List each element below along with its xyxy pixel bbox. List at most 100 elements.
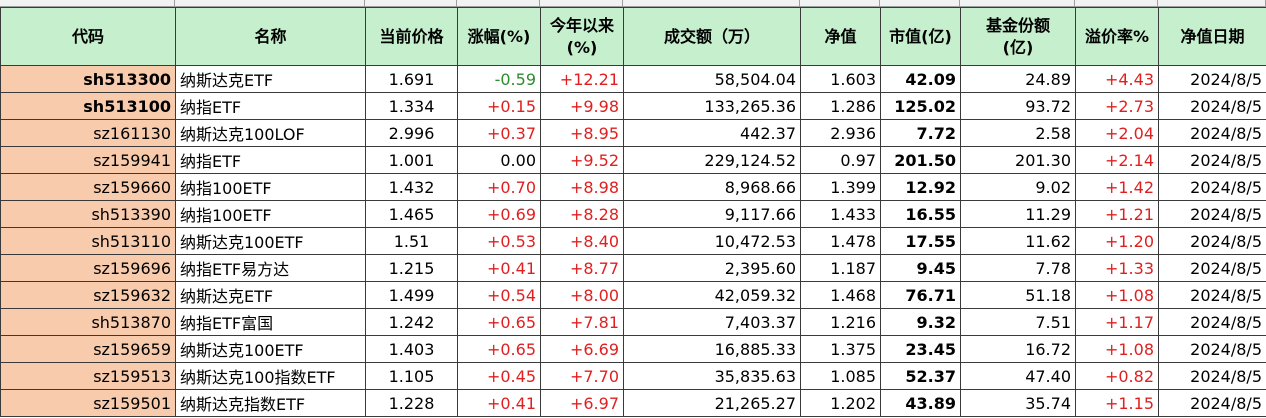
cell-change[interactable]: +0.65 bbox=[457, 335, 541, 363]
cell-market-cap[interactable]: 76.71 bbox=[880, 281, 961, 309]
cell-name[interactable]: 纳指ETF富国 bbox=[175, 308, 366, 336]
cell-nav[interactable]: 1.433 bbox=[800, 200, 881, 228]
cell-name[interactable]: 纳指100ETF bbox=[175, 173, 366, 201]
cell-nav-date[interactable]: 2024/8/5 bbox=[1158, 308, 1266, 336]
cell-code[interactable]: sh513300 bbox=[0, 65, 176, 93]
cell-premium[interactable]: +2.73 bbox=[1075, 92, 1159, 120]
cell-nav[interactable]: 1.202 bbox=[800, 389, 881, 417]
cell-price[interactable]: 1.403 bbox=[365, 335, 458, 363]
cell-premium[interactable]: +1.08 bbox=[1075, 335, 1159, 363]
cell-turnover[interactable]: 133,265.36 bbox=[623, 92, 801, 120]
cell-nav-date[interactable]: 2024/8/5 bbox=[1158, 146, 1266, 174]
cell-nav[interactable]: 1.216 bbox=[800, 308, 881, 336]
cell-price[interactable]: 1.499 bbox=[365, 281, 458, 309]
cell-code[interactable]: sh513110 bbox=[0, 227, 176, 255]
cell-turnover[interactable]: 16,885.33 bbox=[623, 335, 801, 363]
cell-shares[interactable]: 9.02 bbox=[960, 173, 1076, 201]
cell-market-cap[interactable]: 23.45 bbox=[880, 335, 961, 363]
cell-ytd[interactable]: +8.28 bbox=[540, 200, 624, 228]
cell-code[interactable]: sh513870 bbox=[0, 308, 176, 336]
cell-name[interactable]: 纳斯达克100ETF bbox=[175, 227, 366, 255]
header-change[interactable]: 涨幅(%) bbox=[457, 7, 541, 66]
cell-market-cap[interactable]: 9.32 bbox=[880, 308, 961, 336]
cell-nav-date[interactable]: 2024/8/5 bbox=[1158, 173, 1266, 201]
cell-code[interactable]: sz159501 bbox=[0, 389, 176, 417]
cell-change[interactable]: 0.00 bbox=[457, 146, 541, 174]
cell-ytd[interactable]: +6.69 bbox=[540, 335, 624, 363]
cell-change[interactable]: +0.69 bbox=[457, 200, 541, 228]
cell-nav-date[interactable]: 2024/8/5 bbox=[1158, 254, 1266, 282]
cell-shares[interactable]: 47.40 bbox=[960, 362, 1076, 390]
cell-nav[interactable]: 1.603 bbox=[800, 65, 881, 93]
cell-turnover[interactable]: 42,059.32 bbox=[623, 281, 801, 309]
cell-price[interactable]: 1.334 bbox=[365, 92, 458, 120]
cell-premium[interactable]: +1.21 bbox=[1075, 200, 1159, 228]
cell-ytd[interactable]: +9.98 bbox=[540, 92, 624, 120]
cell-shares[interactable]: 93.72 bbox=[960, 92, 1076, 120]
header-shares[interactable]: 基金份额 (亿) bbox=[960, 7, 1076, 66]
cell-code[interactable]: sz159660 bbox=[0, 173, 176, 201]
cell-nav[interactable]: 1.375 bbox=[800, 335, 881, 363]
cell-market-cap[interactable]: 125.02 bbox=[880, 92, 961, 120]
cell-premium[interactable]: +1.17 bbox=[1075, 308, 1159, 336]
cell-ytd[interactable]: +6.97 bbox=[540, 389, 624, 417]
cell-shares[interactable]: 51.18 bbox=[960, 281, 1076, 309]
cell-nav[interactable]: 0.97 bbox=[800, 146, 881, 174]
cell-name[interactable]: 纳斯达克ETF bbox=[175, 65, 366, 93]
cell-change[interactable]: +0.54 bbox=[457, 281, 541, 309]
cell-nav-date[interactable]: 2024/8/5 bbox=[1158, 281, 1266, 309]
cell-shares[interactable]: 2.58 bbox=[960, 119, 1076, 147]
cell-name[interactable]: 纳斯达克100ETF bbox=[175, 335, 366, 363]
cell-shares[interactable]: 11.62 bbox=[960, 227, 1076, 255]
cell-market-cap[interactable]: 201.50 bbox=[880, 146, 961, 174]
cell-name[interactable]: 纳斯达克100指数ETF bbox=[175, 362, 366, 390]
cell-shares[interactable]: 11.29 bbox=[960, 200, 1076, 228]
cell-change[interactable]: +0.41 bbox=[457, 254, 541, 282]
cell-nav[interactable]: 2.936 bbox=[800, 119, 881, 147]
cell-premium[interactable]: +1.15 bbox=[1075, 389, 1159, 417]
header-market-cap[interactable]: 市值(亿) bbox=[880, 7, 961, 66]
cell-ytd[interactable]: +8.77 bbox=[540, 254, 624, 282]
cell-premium[interactable]: +1.08 bbox=[1075, 281, 1159, 309]
cell-turnover[interactable]: 10,472.53 bbox=[623, 227, 801, 255]
cell-premium[interactable]: +2.14 bbox=[1075, 146, 1159, 174]
cell-change[interactable]: -0.59 bbox=[457, 65, 541, 93]
cell-code[interactable]: sz159513 bbox=[0, 362, 176, 390]
cell-nav-date[interactable]: 2024/8/5 bbox=[1158, 389, 1266, 417]
cell-change[interactable]: +0.53 bbox=[457, 227, 541, 255]
cell-nav[interactable]: 1.478 bbox=[800, 227, 881, 255]
cell-nav[interactable]: 1.286 bbox=[800, 92, 881, 120]
cell-name[interactable]: 纳指ETF bbox=[175, 146, 366, 174]
cell-nav-date[interactable]: 2024/8/5 bbox=[1158, 65, 1266, 93]
cell-change[interactable]: +0.37 bbox=[457, 119, 541, 147]
cell-code[interactable]: sz159632 bbox=[0, 281, 176, 309]
cell-shares[interactable]: 35.74 bbox=[960, 389, 1076, 417]
cell-turnover[interactable]: 7,403.37 bbox=[623, 308, 801, 336]
cell-price[interactable]: 1.691 bbox=[365, 65, 458, 93]
cell-ytd[interactable]: +8.98 bbox=[540, 173, 624, 201]
cell-premium[interactable]: +1.42 bbox=[1075, 173, 1159, 201]
cell-nav[interactable]: 1.085 bbox=[800, 362, 881, 390]
cell-nav-date[interactable]: 2024/8/5 bbox=[1158, 227, 1266, 255]
header-price[interactable]: 当前价格 bbox=[365, 7, 458, 66]
cell-price[interactable]: 1.465 bbox=[365, 200, 458, 228]
cell-ytd[interactable]: +7.81 bbox=[540, 308, 624, 336]
cell-market-cap[interactable]: 12.92 bbox=[880, 173, 961, 201]
cell-premium[interactable]: +2.04 bbox=[1075, 119, 1159, 147]
cell-premium[interactable]: +1.20 bbox=[1075, 227, 1159, 255]
cell-price[interactable]: 2.996 bbox=[365, 119, 458, 147]
cell-ytd[interactable]: +12.21 bbox=[540, 65, 624, 93]
cell-turnover[interactable]: 2,395.60 bbox=[623, 254, 801, 282]
header-code[interactable]: 代码 bbox=[0, 7, 176, 66]
cell-shares[interactable]: 16.72 bbox=[960, 335, 1076, 363]
cell-nav-date[interactable]: 2024/8/5 bbox=[1158, 200, 1266, 228]
cell-turnover[interactable]: 21,265.27 bbox=[623, 389, 801, 417]
cell-turnover[interactable]: 442.37 bbox=[623, 119, 801, 147]
cell-nav-date[interactable]: 2024/8/5 bbox=[1158, 362, 1266, 390]
cell-code[interactable]: sz159941 bbox=[0, 146, 176, 174]
cell-code[interactable]: sz161130 bbox=[0, 119, 176, 147]
cell-change[interactable]: +0.15 bbox=[457, 92, 541, 120]
cell-code[interactable]: sh513390 bbox=[0, 200, 176, 228]
cell-premium[interactable]: +0.82 bbox=[1075, 362, 1159, 390]
header-premium[interactable]: 溢价率% bbox=[1075, 7, 1159, 66]
